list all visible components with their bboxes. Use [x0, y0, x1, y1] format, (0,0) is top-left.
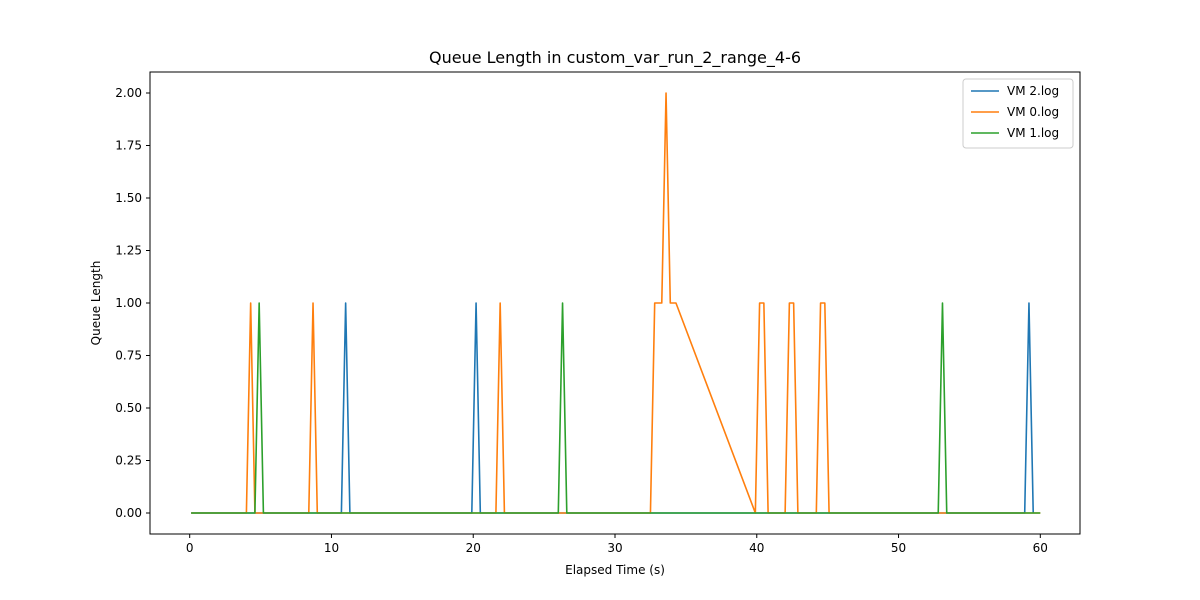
y-tick-label: 1.50 [115, 191, 142, 205]
legend-label-1: VM 0.log [1007, 105, 1059, 119]
legend-label-0: VM 2.log [1007, 84, 1059, 98]
plot-area [149, 71, 1081, 535]
x-tick-label: 10 [324, 541, 339, 555]
y-tick-label: 0.75 [115, 349, 142, 363]
y-tick-label: 1.25 [115, 244, 142, 258]
y-tick-label: 1.75 [115, 139, 142, 153]
x-tick-label: 40 [749, 541, 764, 555]
legend-frame [962, 78, 1074, 149]
legend-label-2: VM 1.log [1007, 126, 1059, 140]
series-line-1 [191, 92, 1041, 514]
series-line-2 [191, 302, 1041, 514]
x-tick-label: 30 [607, 541, 622, 555]
series-lines [191, 92, 1041, 514]
y-tick-label: 1.00 [115, 296, 142, 310]
x-tick-label: 0 [186, 541, 194, 555]
x-tick-label: 20 [466, 541, 481, 555]
y-tick-label: 2.00 [115, 86, 142, 100]
legend: VM 2.log VM 0.log VM 1.log [962, 78, 1074, 149]
y-tick-label: 0.50 [115, 401, 142, 415]
x-axis-label: Elapsed Time (s) [565, 563, 665, 577]
chart-title: Queue Length in custom_var_run_2_range_4… [429, 48, 801, 68]
y-axis-ticks: 0.00 0.25 0.50 0.75 1.00 1.25 1.50 1.75 2.00 [115, 86, 150, 520]
x-tick-label: 60 [1033, 541, 1048, 555]
x-tick-label: 50 [891, 541, 906, 555]
series-line-0 [191, 302, 1035, 514]
y-axis-label: Queue Length [89, 261, 103, 346]
y-tick-label: 0.00 [115, 506, 142, 520]
x-axis-ticks: 0 10 20 30 40 50 60 [186, 534, 1048, 555]
y-tick-label: 0.25 [115, 454, 142, 468]
